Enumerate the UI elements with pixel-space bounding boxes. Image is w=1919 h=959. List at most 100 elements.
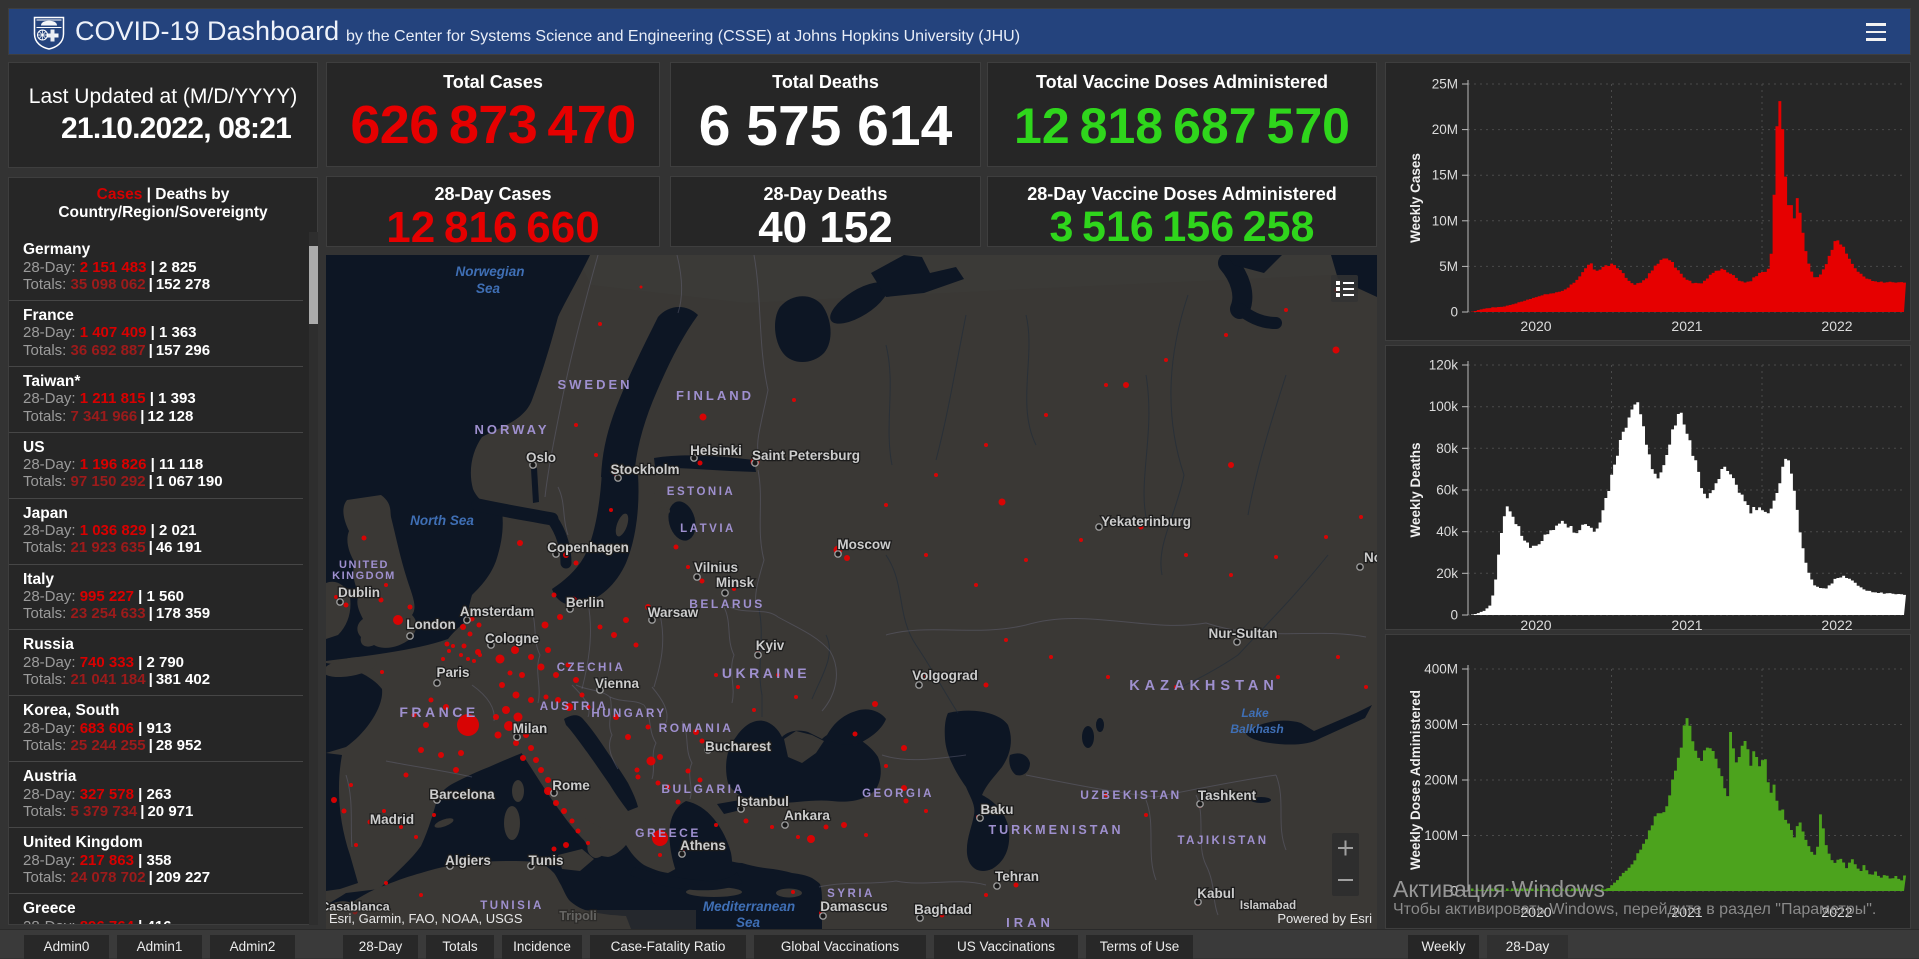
svg-text:Vilnius: Vilnius bbox=[694, 560, 738, 575]
svg-text:FRANCE: FRANCE bbox=[399, 704, 478, 720]
svg-text:2021: 2021 bbox=[1671, 904, 1702, 920]
svg-text:25M: 25M bbox=[1432, 77, 1458, 92]
svg-text:HUNGARY: HUNGARY bbox=[591, 708, 666, 720]
svg-text:2020: 2020 bbox=[1520, 617, 1551, 631]
svg-text:FINLAND: FINLAND bbox=[676, 388, 754, 403]
svg-text:ROMANIA: ROMANIA bbox=[659, 721, 734, 735]
svg-text:Milan: Milan bbox=[513, 721, 548, 736]
svg-text:BELARUS: BELARUS bbox=[689, 597, 765, 611]
svg-text:120k: 120k bbox=[1429, 358, 1459, 373]
svg-text:Helsinki: Helsinki bbox=[690, 443, 742, 458]
svg-text:AUSTRIA: AUSTRIA bbox=[540, 701, 609, 713]
svg-text:Sea: Sea bbox=[736, 915, 761, 929]
svg-text:Berlin: Berlin bbox=[566, 595, 604, 610]
svg-text:0: 0 bbox=[1450, 884, 1458, 899]
svg-text:London: London bbox=[406, 617, 455, 632]
svg-text:Tunis: Tunis bbox=[529, 853, 564, 868]
svg-text:Minsk: Minsk bbox=[716, 575, 755, 590]
svg-text:Stockholm: Stockholm bbox=[610, 462, 679, 477]
svg-text:2022: 2022 bbox=[1821, 617, 1852, 631]
svg-text:TUNISIA: TUNISIA bbox=[480, 900, 544, 912]
svg-text:100k: 100k bbox=[1429, 399, 1459, 414]
svg-text:Sea: Sea bbox=[476, 281, 501, 296]
svg-text:Lake: Lake bbox=[1241, 706, 1269, 720]
svg-text:Dublin: Dublin bbox=[338, 585, 380, 600]
svg-text:Powered by Esri: Powered by Esri bbox=[1277, 911, 1372, 926]
svg-text:Tashkent: Tashkent bbox=[1198, 788, 1257, 803]
svg-text:Vienna: Vienna bbox=[595, 676, 640, 691]
svg-text:Ankara: Ankara bbox=[784, 808, 830, 823]
svg-text:Weekly Cases: Weekly Cases bbox=[1408, 153, 1423, 243]
svg-text:NORWAY: NORWAY bbox=[474, 422, 549, 437]
svg-text:400M: 400M bbox=[1424, 662, 1458, 677]
svg-text:Kyiv: Kyiv bbox=[756, 638, 785, 653]
svg-text:UNITED: UNITED bbox=[339, 559, 389, 571]
svg-text:20k: 20k bbox=[1436, 566, 1458, 581]
svg-text:Warsaw: Warsaw bbox=[648, 605, 699, 620]
svg-text:North Sea: North Sea bbox=[410, 513, 474, 528]
svg-text:KINGDOM: KINGDOM bbox=[332, 570, 396, 582]
svg-text:Weekly Doses Administered: Weekly Doses Administered bbox=[1408, 690, 1423, 870]
svg-text:Rome: Rome bbox=[552, 778, 590, 793]
svg-text:Saint Petersburg: Saint Petersburg bbox=[752, 448, 860, 463]
svg-text:KAZAKHSTAN: KAZAKHSTAN bbox=[1129, 678, 1279, 694]
svg-text:Esri, Garmin, FAO, NOAA, USGS: Esri, Garmin, FAO, NOAA, USGS bbox=[329, 911, 523, 926]
svg-text:IRAN: IRAN bbox=[1006, 915, 1054, 929]
svg-text:Yekaterinburg: Yekaterinburg bbox=[1101, 514, 1191, 529]
svg-text:100M: 100M bbox=[1424, 828, 1458, 843]
svg-text:GREECE: GREECE bbox=[635, 826, 701, 840]
svg-text:60k: 60k bbox=[1436, 483, 1458, 498]
svg-text:2021: 2021 bbox=[1671, 318, 1702, 334]
svg-text:UZBEKISTAN: UZBEKISTAN bbox=[1080, 788, 1181, 802]
svg-text:LATVIA: LATVIA bbox=[680, 523, 736, 535]
svg-text:BULGARIA: BULGARIA bbox=[661, 782, 744, 796]
svg-text:0: 0 bbox=[1450, 305, 1458, 320]
svg-text:Nur-Sultan: Nur-Sultan bbox=[1209, 626, 1278, 641]
svg-text:300M: 300M bbox=[1424, 717, 1458, 732]
svg-text:Istanbul: Istanbul bbox=[737, 794, 789, 809]
svg-text:5M: 5M bbox=[1439, 259, 1458, 274]
svg-text:200M: 200M bbox=[1424, 773, 1458, 788]
svg-text:Weekly Deaths: Weekly Deaths bbox=[1408, 442, 1423, 537]
svg-text:Mediterranean: Mediterranean bbox=[703, 899, 795, 914]
svg-text:2020: 2020 bbox=[1520, 904, 1551, 920]
svg-text:Athens: Athens bbox=[680, 838, 726, 853]
svg-text:Amsterdam: Amsterdam bbox=[460, 604, 534, 619]
svg-text:2022: 2022 bbox=[1821, 904, 1852, 920]
svg-text:2020: 2020 bbox=[1520, 318, 1551, 334]
svg-text:Damascus: Damascus bbox=[820, 899, 888, 914]
svg-text:Copenhagen: Copenhagen bbox=[547, 540, 629, 555]
svg-text:Madrid: Madrid bbox=[370, 812, 414, 827]
svg-text:Kabul: Kabul bbox=[1197, 886, 1235, 901]
svg-text:15M: 15M bbox=[1432, 168, 1458, 183]
svg-text:Bucharest: Bucharest bbox=[705, 739, 772, 754]
svg-text:ESTONIA: ESTONIA bbox=[667, 486, 735, 498]
svg-text:Balkhash: Balkhash bbox=[1230, 722, 1283, 736]
svg-text:Volgograd: Volgograd bbox=[912, 668, 978, 683]
svg-text:40k: 40k bbox=[1436, 524, 1458, 539]
svg-text:Baku: Baku bbox=[980, 802, 1013, 817]
svg-text:Novosibirsk: Novosibirsk bbox=[1364, 550, 1377, 565]
svg-text:Islamabad: Islamabad bbox=[1240, 900, 1296, 912]
svg-text:10M: 10M bbox=[1432, 213, 1458, 228]
svg-text:SWEDEN: SWEDEN bbox=[557, 377, 632, 392]
svg-text:20M: 20M bbox=[1432, 122, 1458, 137]
svg-text:GEORGIA: GEORGIA bbox=[862, 788, 934, 800]
svg-text:Moscow: Moscow bbox=[837, 537, 891, 552]
svg-text:0: 0 bbox=[1450, 608, 1458, 623]
svg-text:Cologne: Cologne bbox=[485, 631, 539, 646]
svg-text:Oslo: Oslo bbox=[526, 450, 556, 465]
svg-text:Paris: Paris bbox=[436, 665, 469, 680]
svg-text:Tehran: Tehran bbox=[995, 869, 1039, 884]
svg-text:2022: 2022 bbox=[1821, 318, 1852, 334]
svg-text:2021: 2021 bbox=[1671, 617, 1702, 631]
svg-text:80k: 80k bbox=[1436, 441, 1458, 456]
svg-text:SYRIA: SYRIA bbox=[827, 888, 875, 900]
svg-text:CZECHIA: CZECHIA bbox=[557, 662, 626, 674]
svg-text:Norwegian: Norwegian bbox=[455, 264, 524, 279]
svg-text:UKRAINE: UKRAINE bbox=[722, 665, 810, 681]
svg-text:Baghdad: Baghdad bbox=[914, 902, 972, 917]
svg-text:TURKMENISTAN: TURKMENISTAN bbox=[988, 823, 1123, 837]
svg-text:Algiers: Algiers bbox=[445, 853, 491, 868]
svg-text:TAJIKISTAN: TAJIKISTAN bbox=[1177, 835, 1268, 847]
